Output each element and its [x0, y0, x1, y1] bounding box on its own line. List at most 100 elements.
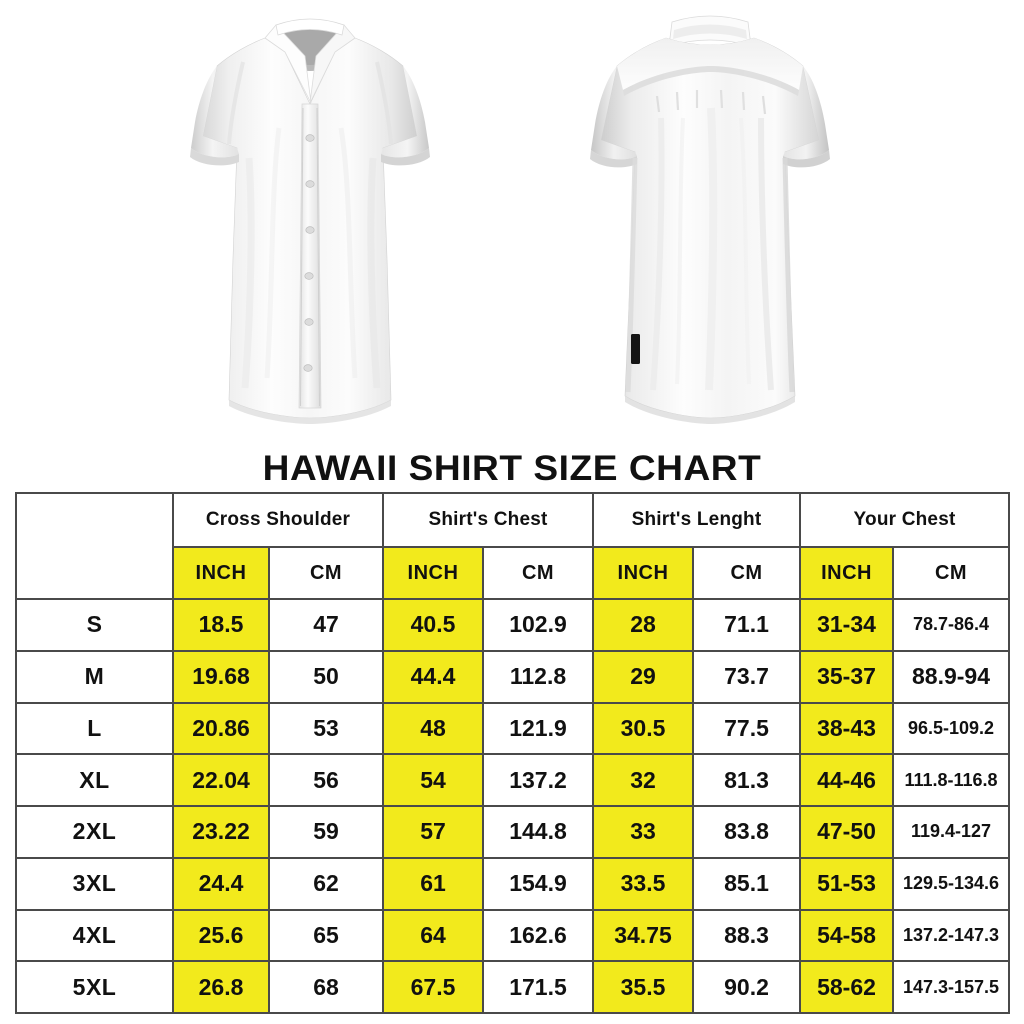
- unit-header-row: INCH CM INCH CM INCH CM INCH CM: [16, 546, 1011, 600]
- unit-header-cross-shoulder-cm: CM: [268, 546, 384, 600]
- length-inch: 33.5: [592, 856, 694, 911]
- your-chest-cm: 78.7-86.4: [892, 598, 1011, 652]
- chest-cm: 162.6: [482, 908, 594, 963]
- cross-shoulder-inch: 25.6: [172, 908, 270, 963]
- cross-shoulder-cm: 62: [268, 856, 384, 911]
- table-row: 5XL 26.8 68 67.5 171.5 35.5 90.2 58-62 1…: [15, 960, 1011, 1014]
- length-cm: 81.3: [691, 753, 802, 807]
- cross-shoulder-inch: 26.8: [172, 960, 270, 1014]
- size-chart-table-wrapper: Cross Shoulder Shirt's Chest Shirt's Len…: [15, 492, 1011, 1014]
- your-chest-cm: 137.2-147.3: [892, 908, 1011, 963]
- unit-header-your-chest-inch: INCH: [799, 546, 895, 600]
- length-cm: 71.1: [691, 598, 802, 652]
- your-chest-inch: 31-34: [799, 598, 895, 652]
- cross-shoulder-inch: 20.86: [172, 701, 270, 756]
- cross-shoulder-inch: 19.68: [172, 649, 270, 704]
- chest-cm: 144.8: [482, 805, 594, 859]
- your-chest-inch: 54-58: [799, 908, 895, 963]
- chest-cm: 154.9: [482, 856, 594, 911]
- group-header-row: Cross Shoulder Shirt's Chest Shirt's Len…: [15, 492, 1011, 600]
- chest-inch: 64: [382, 908, 484, 963]
- cross-shoulder-cm: 56: [268, 753, 384, 807]
- chest-inch: 61: [382, 856, 484, 911]
- length-inch: 33: [592, 805, 694, 859]
- chest-cm: 121.9: [482, 701, 594, 756]
- your-chest-cm: 88.9-94: [892, 649, 1011, 704]
- table-row: 4XL 25.6 65 64 162.6 34.75 88.3 54-58 13…: [15, 908, 1011, 963]
- your-chest-inch: 58-62: [799, 960, 895, 1014]
- size-label: S: [15, 598, 174, 652]
- table-body: S 18.5 47 40.5 102.9 28 71.1 31-34 78.7-…: [15, 598, 1011, 1014]
- unit-header-length-inch: INCH: [592, 546, 694, 600]
- table-row: 3XL 24.4 62 61 154.9 33.5 85.1 51-53 129…: [15, 856, 1011, 911]
- table-row: S 18.5 47 40.5 102.9 28 71.1 31-34 78.7-…: [15, 598, 1011, 652]
- chest-inch: 54: [382, 753, 484, 807]
- cross-shoulder-cm: 50: [268, 649, 384, 704]
- unit-header-your-chest-cm: CM: [892, 546, 1011, 600]
- chest-cm: 171.5: [482, 960, 594, 1014]
- cross-shoulder-inch: 18.5: [172, 598, 270, 652]
- shirt-front-image: [145, 8, 475, 438]
- cross-shoulder-inch: 22.04: [172, 753, 270, 807]
- unit-header-chest-cm: CM: [482, 546, 594, 600]
- size-chart-table: Cross Shoulder Shirt's Chest Shirt's Len…: [15, 492, 1011, 1014]
- cross-shoulder-inch: 23.22: [172, 805, 270, 859]
- cross-shoulder-inch: 24.4: [172, 856, 270, 911]
- table-row: M 19.68 50 44.4 112.8 29 73.7 35-37 88.9…: [15, 649, 1011, 704]
- length-inch: 32: [592, 753, 694, 807]
- your-chest-inch: 44-46: [799, 753, 895, 807]
- page-title: HAWAII SHIRT SIZE CHART: [262, 449, 762, 488]
- size-label: 5XL: [15, 960, 174, 1014]
- chest-inch: 48: [382, 701, 484, 756]
- size-label: 2XL: [15, 805, 174, 859]
- group-header-shirts-chest: Shirt's Chest: [382, 492, 594, 548]
- shirt-back-image: [545, 8, 875, 438]
- length-inch: 30.5: [592, 701, 694, 756]
- chest-cm: 137.2: [482, 753, 594, 807]
- chest-cm: 102.9: [482, 598, 594, 652]
- cross-shoulder-cm: 47: [268, 598, 384, 652]
- your-chest-cm: 96.5-109.2: [892, 701, 1011, 756]
- length-inch: 29: [592, 649, 694, 704]
- length-cm: 83.8: [691, 805, 802, 859]
- cross-shoulder-cm: 68: [268, 960, 384, 1014]
- length-inch: 34.75: [592, 908, 694, 963]
- your-chest-inch: 38-43: [799, 701, 895, 756]
- corner-blank-cell: [15, 492, 174, 600]
- length-inch: 35.5: [592, 960, 694, 1014]
- size-label: 3XL: [15, 856, 174, 911]
- your-chest-cm: 119.4-127: [892, 805, 1011, 859]
- chest-inch: 57: [382, 805, 484, 859]
- your-chest-cm: 111.8-116.8: [892, 753, 1011, 807]
- your-chest-inch: 35-37: [799, 649, 895, 704]
- group-header-cross-shoulder: Cross Shoulder: [172, 492, 384, 548]
- length-cm: 73.7: [691, 649, 802, 704]
- length-cm: 90.2: [691, 960, 802, 1014]
- size-label: M: [15, 649, 174, 704]
- cross-shoulder-cm: 59: [268, 805, 384, 859]
- cross-shoulder-cm: 65: [268, 908, 384, 963]
- unit-header-length-cm: CM: [691, 546, 802, 600]
- length-cm: 77.5: [691, 701, 802, 756]
- length-cm: 88.3: [691, 908, 802, 963]
- your-chest-inch: 51-53: [799, 856, 895, 911]
- length-inch: 28: [592, 598, 694, 652]
- your-chest-inch: 47-50: [799, 805, 895, 859]
- length-cm: 85.1: [691, 856, 802, 911]
- table-row: XL 22.04 56 54 137.2 32 81.3 44-46 111.8…: [15, 753, 1011, 807]
- your-chest-cm: 129.5-134.6: [892, 856, 1011, 911]
- chest-inch: 44.4: [382, 649, 484, 704]
- shirt-illustrations: [0, 0, 1024, 448]
- group-header-your-chest: Your Chest: [799, 492, 1011, 548]
- size-label: L: [15, 701, 174, 756]
- chest-cm: 112.8: [482, 649, 594, 704]
- chest-inch: 67.5: [382, 960, 484, 1014]
- cross-shoulder-cm: 53: [268, 701, 384, 756]
- unit-header-chest-inch: INCH: [382, 546, 484, 600]
- size-label: 4XL: [15, 908, 174, 963]
- table-row: 2XL 23.22 59 57 144.8 33 83.8 47-50 119.…: [15, 805, 1011, 859]
- size-label: XL: [15, 753, 174, 807]
- table-head: Cross Shoulder Shirt's Chest Shirt's Len…: [15, 492, 1011, 600]
- table-row: L 20.86 53 48 121.9 30.5 77.5 38-43 96.5…: [15, 701, 1011, 756]
